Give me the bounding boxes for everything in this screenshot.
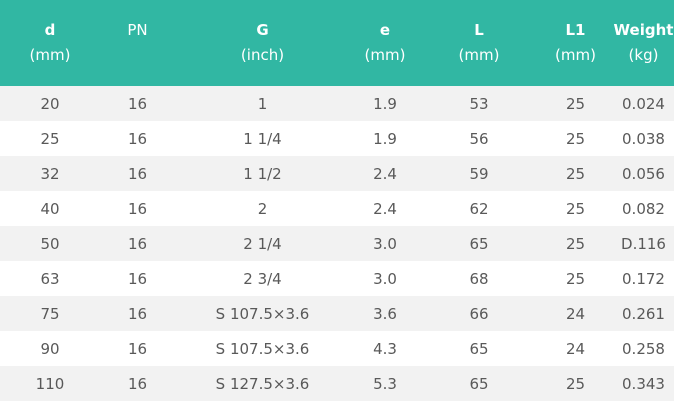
table-cell: 65: [469, 374, 489, 393]
column-header-name: Weight: [613, 21, 674, 39]
table-cell: 16: [127, 129, 148, 148]
table-cell: 2 3/4: [243, 269, 282, 288]
column-header: Weight (kg): [613, 0, 674, 86]
table-row: 90 16 S 107.5×3.6 4.3 65 24 0.258: [0, 331, 674, 366]
table-cell: 16: [127, 374, 148, 393]
table-cell: 16: [127, 164, 148, 183]
table-cell: 16: [127, 94, 148, 113]
table-cell: 3.6: [373, 304, 397, 323]
table-cell: 110: [35, 374, 65, 393]
table-cell: 59: [469, 164, 489, 183]
table-cell: 50: [40, 234, 60, 253]
column-header: d (mm): [0, 0, 100, 86]
table-cell: 1 1/2: [243, 164, 282, 183]
column-header-unit: (mm): [29, 46, 71, 64]
column-header-name: G: [256, 21, 269, 39]
column-header-name: L1: [565, 21, 586, 39]
table-body: 20 16 1 1.9 53 25 0.024 25 16 1 1/4 1.9 56 25 0.038 32…: [0, 86, 674, 401]
column-header: L (mm): [420, 0, 538, 86]
column-header-unit: (mm): [364, 46, 406, 64]
table-cell: 24: [565, 339, 586, 358]
table-cell: 40: [40, 199, 60, 218]
table-cell: 75: [40, 304, 60, 323]
table-cell: 16: [127, 234, 148, 253]
table-cell: 25: [565, 129, 586, 148]
column-header-name: PN: [127, 21, 148, 39]
table-cell: 0.082: [622, 199, 665, 218]
table-cell: 1.9: [373, 94, 397, 113]
table-cell: D.116: [621, 234, 666, 253]
table-cell: 1.9: [373, 129, 397, 148]
table-cell: 62: [469, 199, 489, 218]
table-cell: 0.172: [622, 269, 665, 288]
table-cell: 2 1/4: [243, 234, 282, 253]
table-row: 50 16 2 1/4 3.0 65 25 D.116: [0, 226, 674, 261]
table-row: 40 16 2 2.4 62 25 0.082: [0, 191, 674, 226]
table-cell: 63: [40, 269, 60, 288]
table-row: 75 16 S 107.5×3.6 3.6 66 24 0.261: [0, 296, 674, 331]
table-cell: 20: [40, 94, 60, 113]
column-header-name: L: [474, 21, 484, 39]
table-cell: 0.024: [622, 94, 665, 113]
table-cell: 0.038: [622, 129, 665, 148]
column-header: L1 (mm): [538, 0, 613, 86]
table-cell: 2: [257, 199, 268, 218]
table-cell: 24: [565, 304, 586, 323]
column-header-unit: (kg): [628, 46, 659, 64]
table-cell: 90: [40, 339, 60, 358]
table-cell: S 107.5×3.6: [215, 339, 310, 358]
column-header-unit: (inch): [240, 46, 285, 64]
table-cell: 0.258: [622, 339, 665, 358]
header-row: d (mm) PN G (inch) e (mm) L (mm) L1 (mm) Weight (kg…: [0, 0, 674, 86]
table-row: 110 16 S 127.5×3.6 5.3 65 25 0.343: [0, 366, 674, 401]
table-cell: 2.4: [373, 164, 397, 183]
table-cell: 0.343: [622, 374, 665, 393]
table-cell: 16: [127, 304, 148, 323]
table-cell: 25: [565, 269, 586, 288]
table-cell: 4.3: [373, 339, 397, 358]
table-cell: 3.0: [373, 269, 397, 288]
column-header-name: e: [379, 21, 391, 39]
column-header-unit: [100, 43, 175, 68]
column-header-name: d: [44, 21, 56, 39]
table-row: 20 16 1 1.9 53 25 0.024: [0, 86, 674, 121]
table-cell: 65: [469, 234, 489, 253]
table-cell: 25: [565, 94, 586, 113]
table-cell: 16: [127, 339, 148, 358]
table-cell: 16: [127, 199, 148, 218]
table-cell: 68: [469, 269, 489, 288]
table-cell: 1 1/4: [243, 129, 282, 148]
table-cell: 25: [565, 199, 586, 218]
table-cell: 25: [565, 234, 586, 253]
table-cell: 25: [565, 164, 586, 183]
table-row: 63 16 2 3/4 3.0 68 25 0.172: [0, 261, 674, 296]
table-cell: 25: [565, 374, 586, 393]
table-cell: S 127.5×3.6: [215, 374, 310, 393]
table-cell: S 107.5×3.6: [215, 304, 310, 323]
table-cell: 0.056: [622, 164, 665, 183]
table-row: 32 16 1 1/2 2.4 59 25 0.056: [0, 156, 674, 191]
table-cell: 5.3: [373, 374, 397, 393]
table-cell: 1: [257, 94, 268, 113]
table-cell: 65: [469, 339, 489, 358]
column-header-unit: (mm): [458, 46, 500, 64]
column-header: e (mm): [350, 0, 420, 86]
table-header: d (mm) PN G (inch) e (mm) L (mm) L1 (mm) Weight (kg…: [0, 0, 674, 86]
table-cell: 56: [469, 129, 489, 148]
column-header: G (inch): [175, 0, 350, 86]
table-cell: 66: [469, 304, 489, 323]
table-cell: 2.4: [373, 199, 397, 218]
table-cell: 25: [40, 129, 60, 148]
table-cell: 32: [40, 164, 60, 183]
table-cell: 16: [127, 269, 148, 288]
table-cell: 3.0: [373, 234, 397, 253]
table-cell: 0.261: [622, 304, 665, 323]
table-row: 25 16 1 1/4 1.9 56 25 0.038: [0, 121, 674, 156]
column-header: PN: [100, 0, 175, 86]
table-cell: 53: [469, 94, 489, 113]
column-header-unit: (mm): [555, 46, 596, 64]
